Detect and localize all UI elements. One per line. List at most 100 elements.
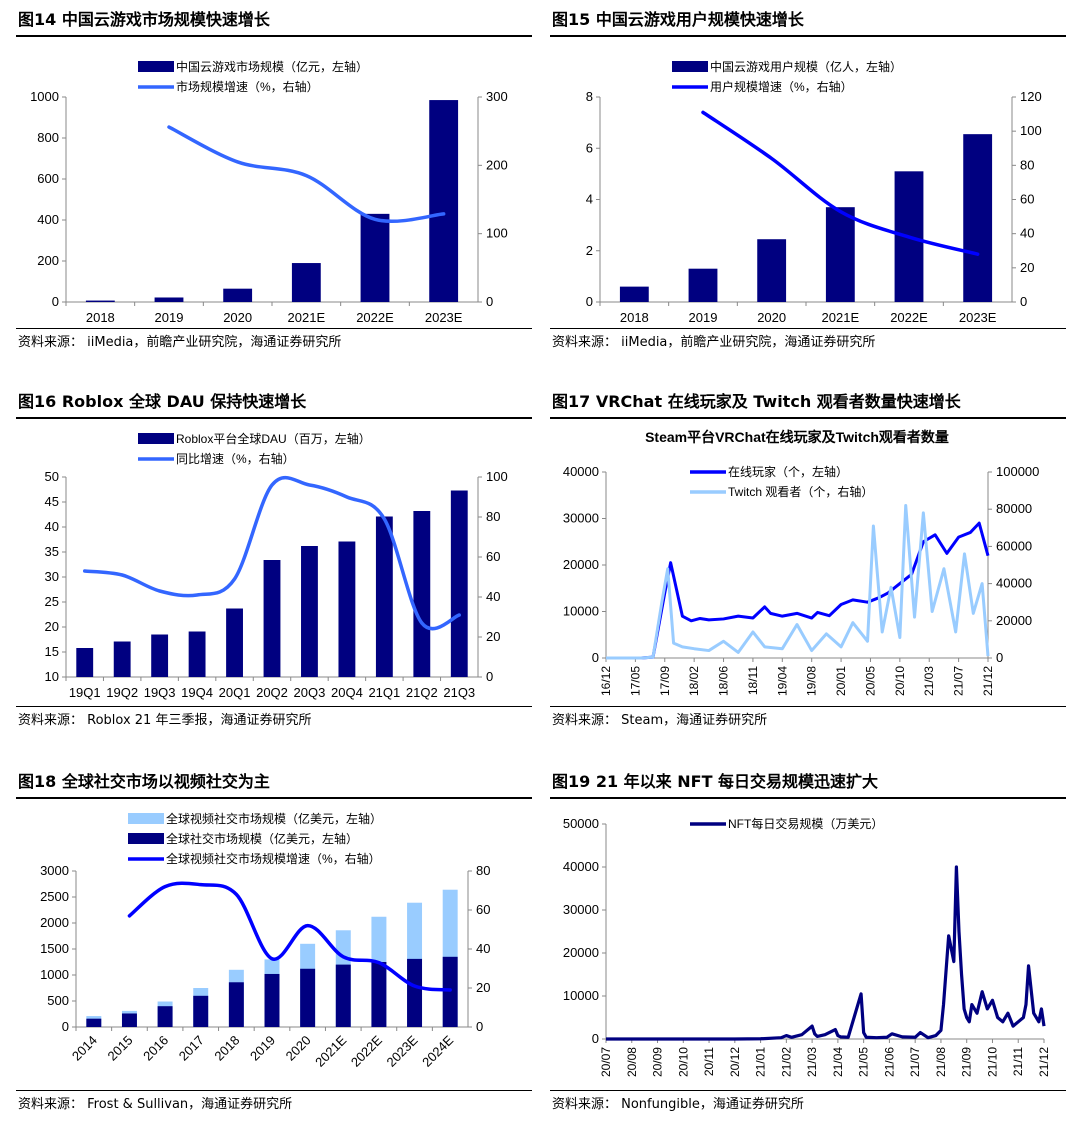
bar: [442, 956, 458, 1027]
figure-19-panel: 图19 21 年以来 NFT 每日交易规模迅速扩大 0 10000 20000 300…: [550, 768, 1066, 1120]
figure-15-panel: 图15 中国云游戏用户规模快速增长 0 2 4 6 8 0 20 40 60 80 100 120 中国…: [550, 6, 1066, 361]
y2-tick-label: 20: [476, 980, 490, 995]
x-tick-label: 21/02: [779, 1047, 793, 1077]
bar: [338, 541, 356, 677]
x-tick-label: 2023E: [959, 310, 997, 325]
figure-title: 图18 全球社交市场以视频社交为主: [18, 772, 270, 791]
legend-swatch: [138, 61, 174, 72]
figure-title: 图14 中国云游戏市场规模快速增长: [18, 10, 270, 29]
bar: [407, 958, 423, 1027]
x-tick-label: 19Q3: [144, 685, 176, 700]
x-tick-label: 2022E: [348, 1032, 385, 1069]
bar: [157, 1006, 173, 1027]
bar: [688, 268, 718, 302]
bar: [121, 1013, 137, 1027]
bar: [264, 973, 280, 1027]
y-tick-label: 25: [45, 594, 59, 609]
x-tick-label: 17/09: [658, 666, 672, 696]
y-tick-label: 50000: [563, 816, 599, 831]
y-tick-label: 400: [37, 212, 59, 227]
x-tick-label: 20Q2: [256, 685, 288, 700]
x-tick-label: 2020: [283, 1033, 314, 1064]
y-tick-label: 15: [45, 644, 59, 659]
x-tick-label: 21/09: [960, 1047, 974, 1077]
x-tick-label: 19/04: [775, 666, 789, 696]
bar: [188, 631, 206, 677]
series-line: [606, 503, 990, 660]
x-tick-label: 21/08: [934, 1047, 948, 1077]
x-tick-label: 20Q4: [331, 685, 363, 700]
bar: [301, 546, 318, 677]
x-tick-label: 2019: [689, 310, 718, 325]
x-tick-label: 21/03: [922, 666, 936, 696]
x-tick-label: 21/11: [1011, 1047, 1025, 1076]
legend-label: Roblox平台全球DAU（百万，左轴）: [176, 431, 371, 446]
legend-label: 全球视频社交市场规模（亿美元，左轴）: [166, 811, 382, 826]
x-tick-label: 20/01: [834, 666, 848, 696]
series-line: [167, 125, 446, 224]
chart-15: 02468020406080100120中国云游戏用户规模（亿人，左轴）用户规模…: [586, 59, 1042, 325]
source-note: 资料来源： Nonfungible，海通证券研究所: [552, 1097, 804, 1112]
y-tick-label: 800: [37, 130, 59, 145]
x-tick-label: 21/03: [805, 1047, 819, 1077]
legend-label: 中国云游戏用户规模（亿人，左轴）: [710, 59, 902, 74]
bar: [86, 1018, 102, 1027]
bar: [360, 213, 390, 302]
bar: [154, 297, 184, 302]
y2-tick-label: 60: [476, 902, 490, 917]
y2-tick-label: 200: [486, 157, 508, 172]
y2-tick-label: 20: [1020, 260, 1034, 275]
chart-16: 10 15 20 25 30 35 40 45 50 0 20 40 60 80 100 Roblox平台全球…: [45, 431, 508, 700]
y-tick-label: 6: [586, 140, 593, 155]
legend-swatch: [128, 833, 164, 844]
bar: [85, 300, 115, 302]
figure-18-panel: 图18 全球社交市场以视频社交为主 0 500 1000 1500 2000 2500 30…: [16, 768, 532, 1120]
y2-tick-label: 80: [486, 509, 500, 524]
divider: [16, 797, 532, 799]
figure-17-panel: 图17 VRChat 在线玩家及 Twitch 观看者数量快速增长 Steam平…: [550, 388, 1066, 743]
x-tick-label: 2019: [155, 310, 184, 325]
legend-label: 全球社交市场规模（亿美元，左轴）: [166, 831, 358, 846]
source-note: 资料来源： Roblox 21 年三季报，海通证券研究所: [18, 713, 312, 728]
divider: [16, 706, 532, 707]
divider: [550, 706, 1066, 707]
x-tick-label: 21Q1: [368, 685, 400, 700]
x-tick-label: 21/05: [857, 1047, 871, 1077]
x-tick-label: 18/06: [717, 666, 731, 696]
y-tick-label: 10000: [563, 604, 599, 619]
bar: [263, 560, 281, 677]
divider: [550, 35, 1066, 37]
y2-tick-label: 60000: [996, 538, 1032, 553]
figure-14-panel: 图14 中国云游戏市场规模快速增长 0 200 400 600 800 1000 0 100 2…: [16, 6, 532, 361]
y2-tick-label: 100000: [996, 464, 1039, 479]
y-tick-label: 40000: [563, 859, 599, 874]
bar: [113, 641, 131, 677]
divider: [550, 797, 1066, 799]
y-tick-label: 0: [586, 294, 593, 309]
y-tick-label: 0: [592, 1031, 599, 1046]
legend-label: NFT每日交易规模（万美元）: [728, 816, 883, 831]
y-tick-label: 500: [47, 993, 69, 1008]
x-tick-label: 19Q4: [181, 685, 213, 700]
bar: [619, 286, 649, 302]
y-tick-label: 1000: [30, 89, 59, 104]
x-tick-label: 20/08: [625, 1047, 639, 1077]
bar: [371, 962, 387, 1027]
figure-title: 图16 Roblox 全球 DAU 保持快速增长: [18, 392, 307, 411]
y2-tick-label: 40: [1020, 226, 1034, 241]
bar: [223, 288, 253, 302]
series-line: [127, 881, 452, 992]
bar: [413, 511, 431, 677]
y-tick-label: 0: [592, 650, 599, 665]
figure-16-panel: 图16 Roblox 全球 DAU 保持快速增长 10 15 20 25 30 35 40 4…: [16, 388, 532, 743]
x-tick-label: 19/08: [805, 666, 819, 696]
chart-title: Steam平台VRChat在线玩家及Twitch观看者数量: [645, 429, 949, 445]
y-tick-label: 10: [45, 669, 59, 684]
legend-label: 同比增速（%，右轴）: [176, 451, 295, 466]
x-tick-label: 21/06: [882, 1047, 896, 1077]
x-tick-label: 19Q2: [106, 685, 138, 700]
y2-tick-label: 100: [486, 469, 508, 484]
y2-tick-label: 0: [486, 294, 493, 309]
bar: [450, 490, 468, 677]
x-tick-label: 2015: [105, 1033, 136, 1064]
